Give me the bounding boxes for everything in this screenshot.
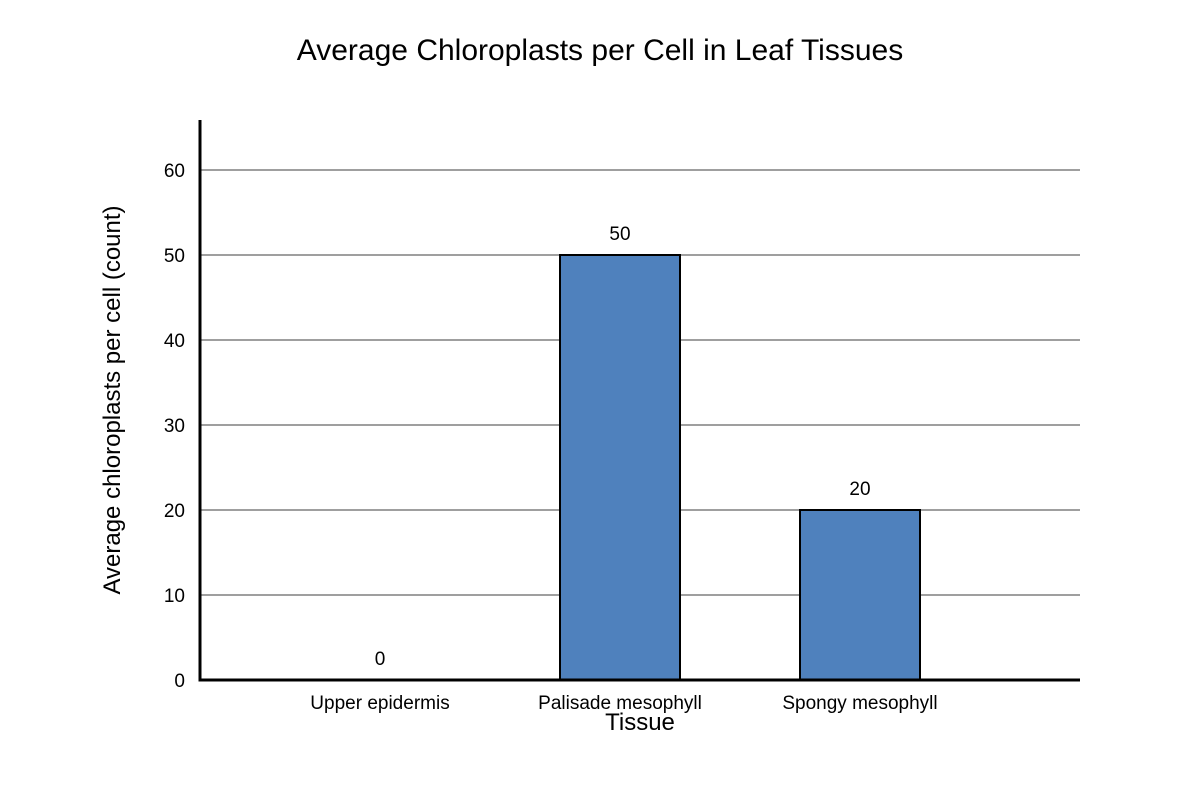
bar-value-label: 0 <box>375 649 386 670</box>
y-tick-label: 50 <box>164 246 185 267</box>
y-tick-label: 60 <box>164 161 185 182</box>
y-tick-label: 30 <box>164 416 185 437</box>
x-axis-ticks: Upper epidermis Palisade mesophyll Spongy … <box>310 693 937 714</box>
bar <box>799 509 921 681</box>
axes <box>198 120 1080 682</box>
bar-value-label: 20 <box>849 479 870 500</box>
x-tick-label: Upper epidermis <box>310 693 449 714</box>
x-tick-label: Palisade mesophyll <box>538 693 702 714</box>
chart-title: Average Chloroplasts per Cell in Leaf Ti… <box>297 34 903 67</box>
x-axis-label: Tissue <box>605 709 675 736</box>
y-tick-label: 10 <box>164 586 185 607</box>
y-axis-ticks: 0 10 20 30 40 50 60 <box>164 161 185 692</box>
y-tick-label: 0 <box>174 671 185 692</box>
x-tick-label: Spongy mesophyll <box>782 693 937 714</box>
data-labels: 0 50 20 <box>375 224 871 670</box>
y-axis-label: Average chloroplasts per cell (count) <box>99 205 126 594</box>
y-tick-label: 40 <box>164 331 185 352</box>
bars <box>559 254 921 681</box>
bar-value-label: 50 <box>609 224 630 245</box>
y-tick-label: 20 <box>164 501 185 522</box>
bar <box>559 254 681 681</box>
